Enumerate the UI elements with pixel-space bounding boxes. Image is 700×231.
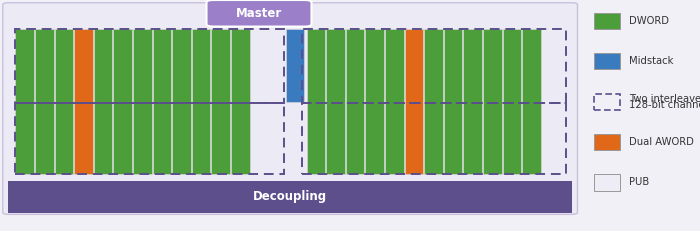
Bar [153,29,171,174]
Text: Two interleaved: Two interleaved [629,94,700,104]
FancyBboxPatch shape [3,3,577,214]
Bar [172,29,190,174]
Bar [346,29,364,174]
Bar [444,29,462,174]
Bar [307,29,325,174]
Text: Midstack: Midstack [629,56,673,66]
Bar [74,29,92,174]
Bar [55,29,74,174]
Bar [302,103,566,174]
Bar [15,29,34,174]
Text: 128-bit channels: 128-bit channels [629,100,700,110]
Bar [302,29,566,103]
Bar [594,94,620,110]
Bar [463,29,482,174]
Bar [594,174,620,191]
Bar [8,181,572,213]
Bar [192,29,211,174]
Text: Master: Master [236,7,282,20]
Bar [231,29,250,174]
Bar [94,29,112,174]
Bar [326,29,345,174]
Bar [133,29,152,174]
FancyBboxPatch shape [206,0,312,27]
Bar [35,29,53,174]
Bar [483,29,501,174]
Bar [15,103,284,174]
Bar [211,29,230,174]
Bar [385,29,403,174]
Bar [594,13,620,29]
Bar [405,29,423,174]
Text: PUB: PUB [629,177,649,188]
Bar [15,29,284,103]
Bar [113,29,132,174]
Text: Dual AWORD: Dual AWORD [629,137,694,147]
Bar [365,29,384,174]
Bar [286,29,304,102]
Bar [594,53,620,69]
Bar [522,29,540,174]
Bar [594,134,620,150]
Bar [424,29,442,174]
Text: DWORD: DWORD [629,16,668,26]
Bar [503,29,521,174]
Text: Decoupling: Decoupling [253,190,327,204]
